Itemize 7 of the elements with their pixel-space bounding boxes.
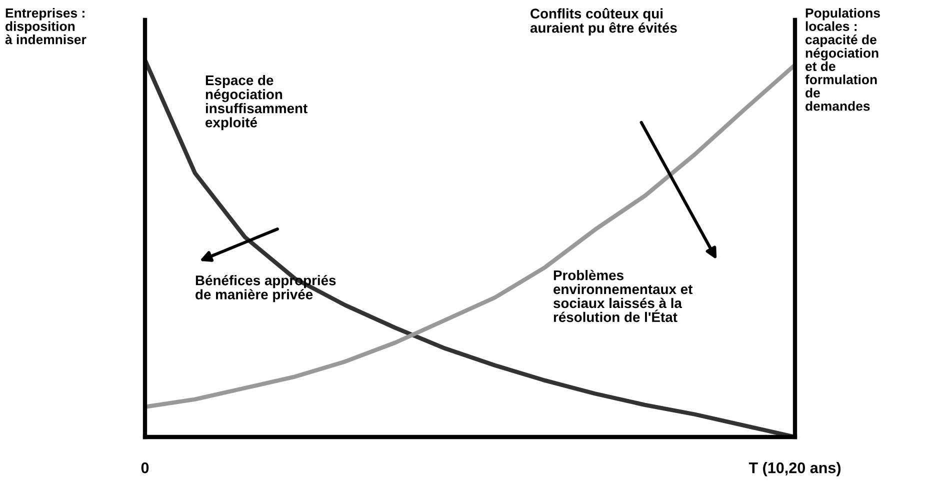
text: Conflits coûteux qui auraient pu être évités [530, 8, 677, 36]
x-tick-label: T (10,20 ans) [748, 462, 841, 476]
y2-axis-title: Populations locales : capacité de négociation et de formulation de demandes [805, 8, 880, 111]
y-axis-title: Entreprises : disposition à indemniser [5, 8, 86, 44]
annotation: Problèmes environnementaux et sociaux laissés à la résolution de l'État [553, 270, 693, 322]
annotation: Espace de négociation insuffisamment exploité [206, 75, 308, 130]
x-tick-label: 0 [141, 462, 149, 474]
